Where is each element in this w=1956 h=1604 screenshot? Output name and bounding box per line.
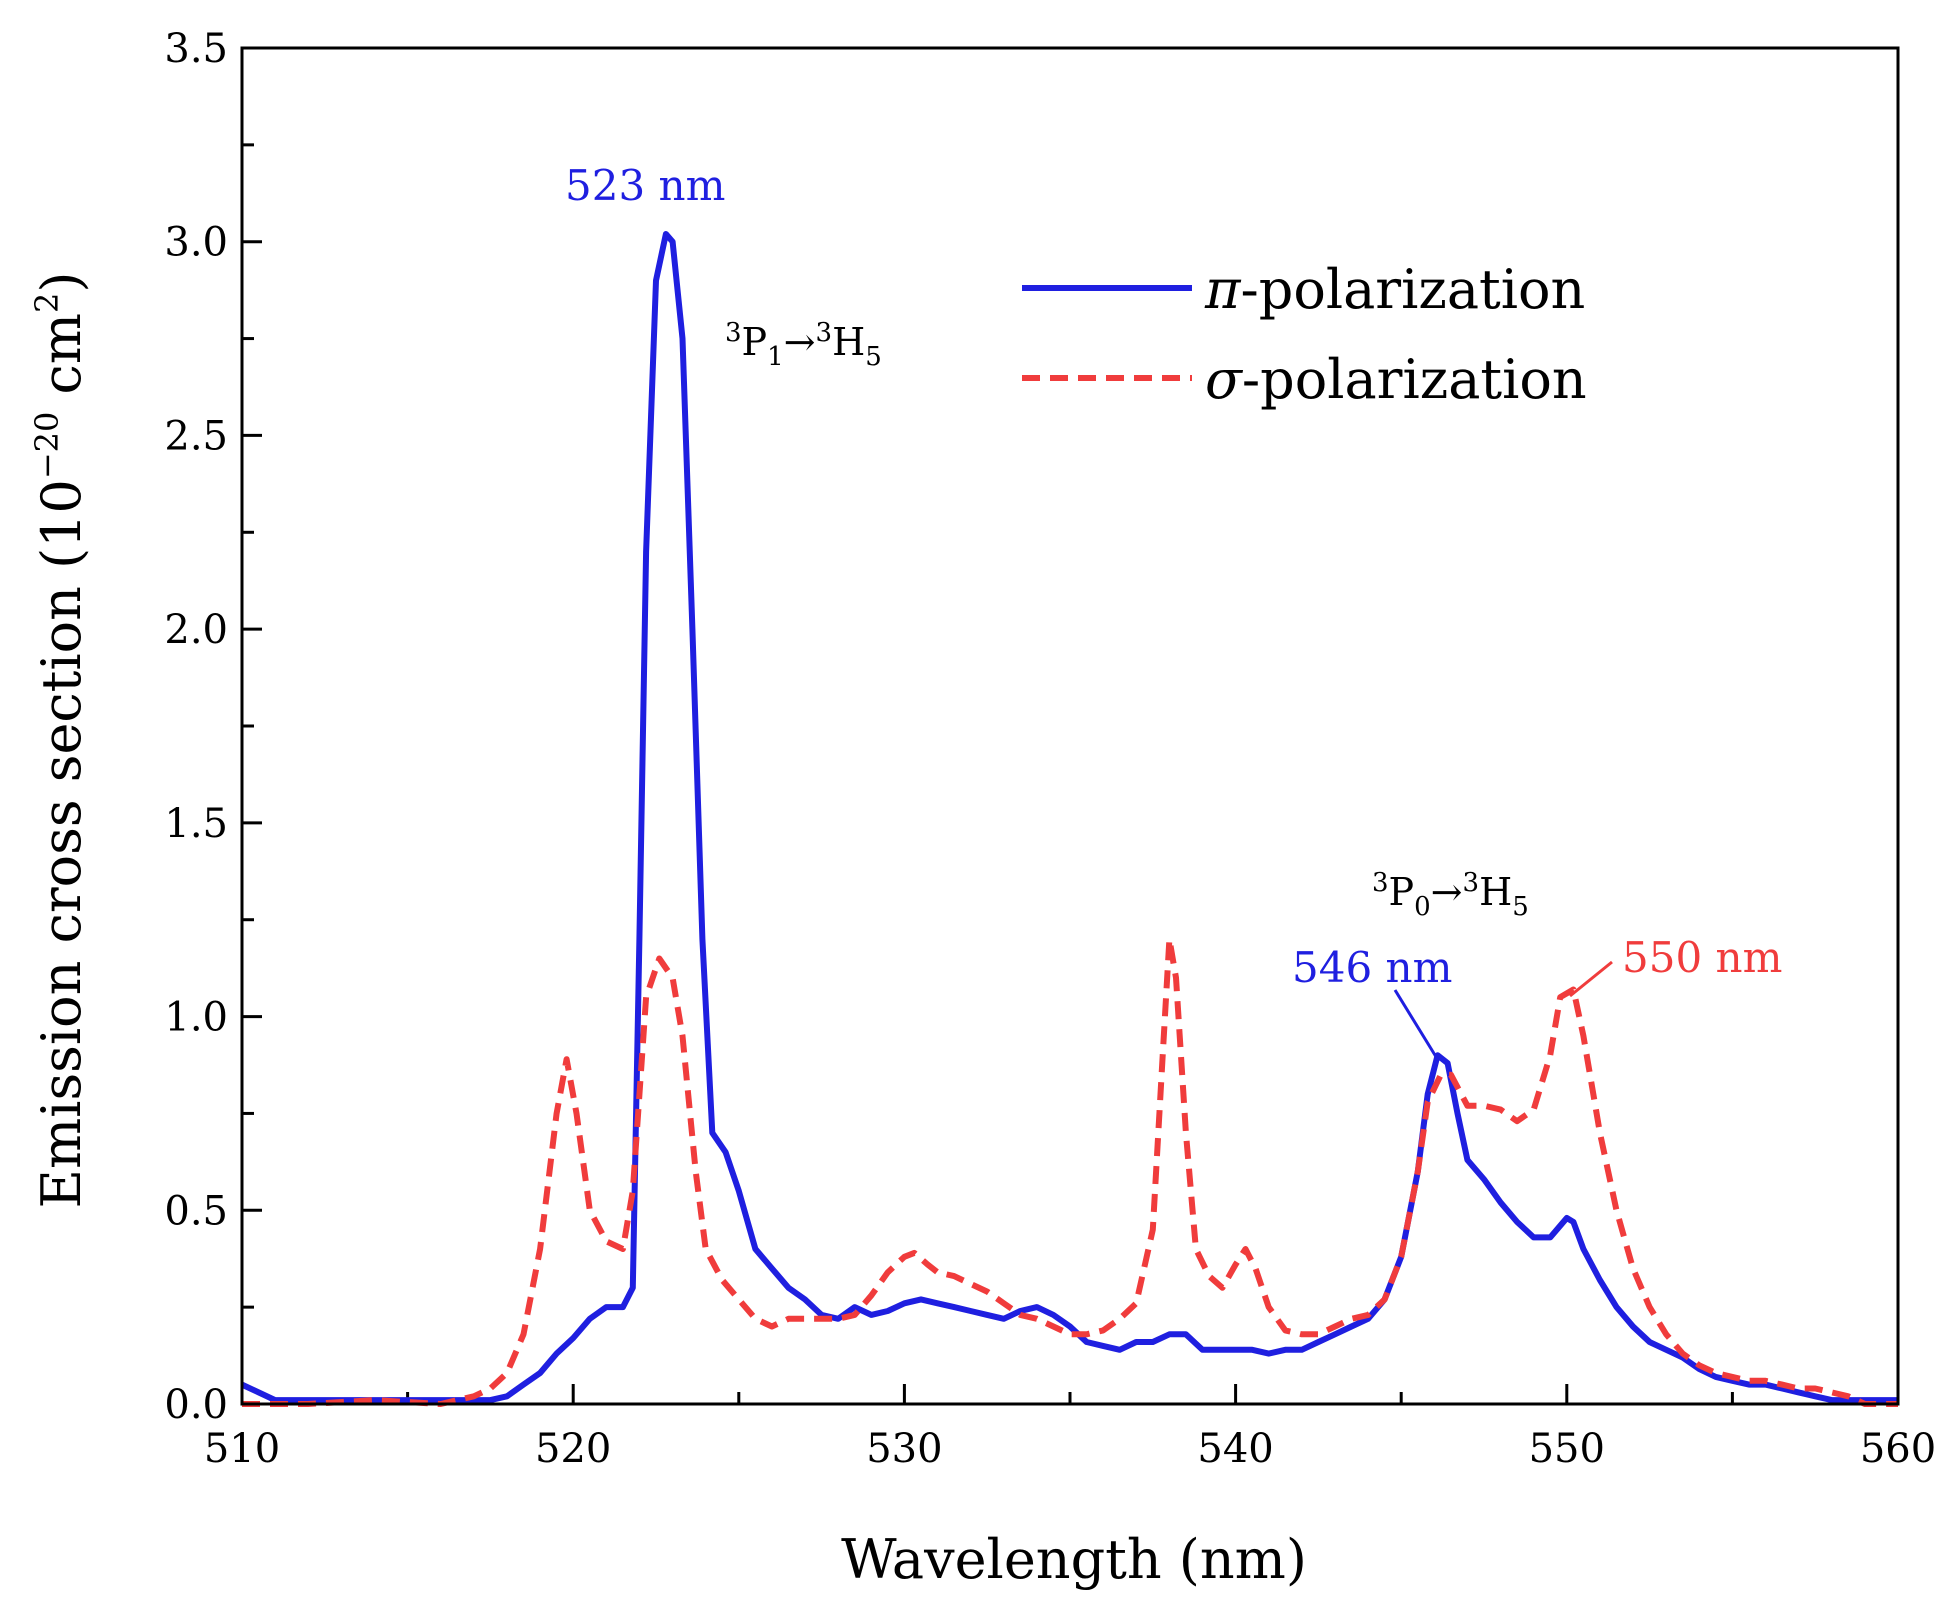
y-tick-label: 1.0: [164, 995, 228, 1041]
transition-label-3p1-3h5: 3P1→3H5: [725, 318, 882, 372]
tick-labels: 510 520 530 540 550 560 0.0 0.5 1.0 1.5 2.0 2.5 3.0 3…: [164, 26, 1936, 1472]
peak-label-550nm: 550 nm: [1622, 933, 1782, 982]
y-tick-label: 3.0: [164, 220, 228, 266]
x-axis-title: Wavelength (nm): [841, 1528, 1307, 1591]
series-lines: [240, 231, 1898, 1407]
peak-label-546nm: 546 nm: [1292, 943, 1452, 992]
x-tick-label: 530: [866, 1426, 942, 1472]
x-tick-label: 540: [1197, 1426, 1273, 1472]
series-line-sigma: [242, 936, 1898, 1407]
leader-line-550nm: [1569, 960, 1613, 998]
y-tick-label: 2.5: [164, 413, 228, 459]
legend: π-polarization σ-polarization: [1022, 258, 1587, 411]
peak-label-523nm: 523 nm: [565, 161, 725, 210]
y-tick-label: 1.5: [164, 801, 228, 847]
x-tick-label: 550: [1529, 1426, 1605, 1472]
y-tick-label: 2.0: [164, 607, 228, 653]
legend-label-pi: π-polarization: [1204, 258, 1585, 321]
transition-label-3p0-3h5: 3P0→3H5: [1372, 868, 1529, 922]
leader-line-546nm: [1393, 989, 1440, 1061]
axis-ticks: [240, 46, 1900, 1406]
x-tick-label: 560: [1860, 1426, 1936, 1472]
y-tick-label: 0.5: [164, 1188, 228, 1234]
x-tick-label: 510: [204, 1426, 280, 1472]
y-axis-title: Emission cross section (10−20 cm2): [28, 272, 93, 1209]
x-tick-label: 520: [535, 1426, 611, 1472]
y-tick-label: 3.5: [164, 26, 228, 72]
plot-frame: [240, 46, 1900, 1406]
y-tick-label: 0.0: [164, 1382, 228, 1428]
series-line-pi: [240, 231, 1898, 1404]
legend-label-sigma: σ-polarization: [1205, 348, 1587, 411]
